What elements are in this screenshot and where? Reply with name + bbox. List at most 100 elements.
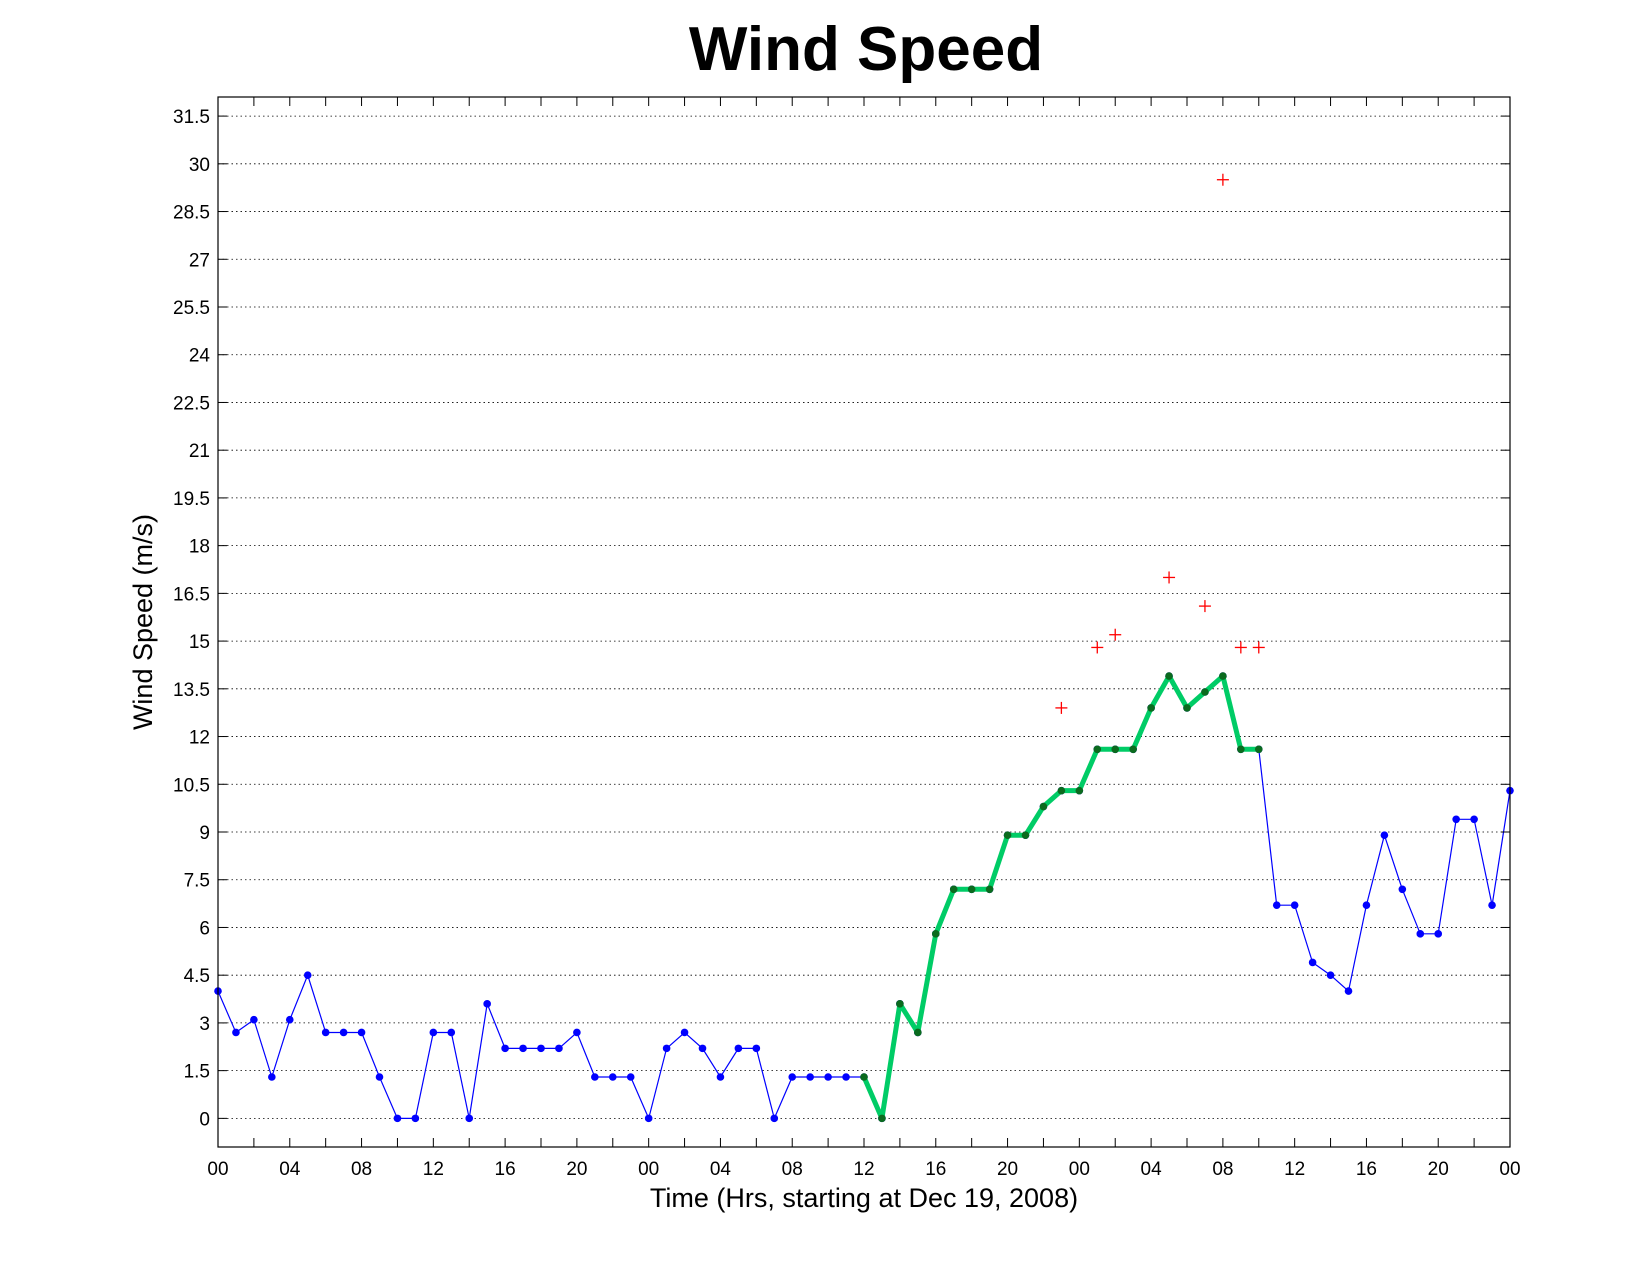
data-point-green [1093, 745, 1102, 754]
data-point-blue [573, 1028, 581, 1037]
y-tick-label: 9 [199, 823, 210, 844]
data-point-blue [1470, 815, 1478, 824]
data-point-blue [662, 1044, 671, 1053]
data-point-blue [806, 1073, 814, 1081]
data-point-green [1039, 802, 1048, 811]
x-tick-label: 00 [207, 1159, 228, 1180]
x-tick-label: 00 [1069, 1159, 1090, 1180]
data-point-blue [680, 1028, 689, 1037]
plot-frame [217, 96, 1511, 1148]
data-point-green [1219, 672, 1227, 680]
data-point-blue [1380, 831, 1389, 839]
data-point-blue [429, 1028, 438, 1037]
series-layer [214, 173, 1514, 1123]
data-point-red-plus [1163, 571, 1176, 584]
data-point-green [1183, 704, 1191, 712]
y-tick-label: 10.5 [173, 775, 210, 796]
data-point-green [1057, 786, 1066, 795]
data-point-blue [752, 1044, 761, 1053]
data-point-red-plus [1216, 173, 1229, 186]
x-tick-label: 20 [997, 1159, 1018, 1180]
data-point-blue [1326, 971, 1335, 979]
data-point-blue [447, 1028, 456, 1037]
data-point-green [985, 885, 994, 894]
data-point-blue [1290, 901, 1299, 909]
x-tick-label: 20 [566, 1159, 587, 1180]
data-point-blue [608, 1073, 617, 1081]
chart-title: Wind Speed [689, 15, 1043, 84]
data-point-blue [1272, 901, 1281, 909]
y-tick-label: 19.5 [173, 489, 210, 510]
data-point-green [878, 1114, 886, 1123]
data-point-blue [537, 1044, 545, 1053]
data-point-red-plus [1234, 641, 1247, 654]
data-point-green [1111, 745, 1120, 754]
data-point-blue [1416, 930, 1425, 938]
x-tick-label: 08 [782, 1159, 803, 1180]
data-point-blue [321, 1028, 330, 1037]
data-point-green [1003, 831, 1012, 839]
data-point-blue [303, 971, 312, 979]
x-tick-label: 16 [925, 1159, 946, 1180]
data-point-blue [555, 1044, 563, 1053]
data-point-green [860, 1073, 868, 1081]
data-point-green [1201, 688, 1209, 696]
data-point-blue [824, 1073, 832, 1081]
y-tick-label: 25.5 [173, 298, 210, 319]
data-point-blue [698, 1044, 707, 1053]
data-point-red-plus [1198, 600, 1211, 613]
data-point-blue [519, 1044, 527, 1053]
y-tick-label: 15 [189, 632, 210, 653]
data-point-blue [465, 1114, 474, 1123]
data-point-blue [357, 1028, 366, 1037]
y-tick-label: 3 [199, 1014, 210, 1035]
data-point-blue [393, 1114, 402, 1123]
y-tick-label: 27 [189, 250, 210, 271]
data-point-blue [842, 1073, 850, 1081]
x-axis-label: Time (Hrs, starting at Dec 19, 2008) [650, 1183, 1078, 1213]
y-tick-label: 1.5 [184, 1062, 210, 1083]
data-point-green [1165, 672, 1173, 680]
y-tick-label: 16.5 [173, 584, 210, 605]
x-tick-label: 12 [853, 1159, 874, 1180]
y-tick-label: 13.5 [173, 680, 210, 701]
data-point-blue [1308, 958, 1317, 967]
x-tick-label: 08 [1212, 1159, 1233, 1180]
x-tick-label: 08 [351, 1159, 372, 1180]
data-point-blue [644, 1114, 653, 1123]
data-point-red-plus [1252, 641, 1265, 654]
data-point-blue [232, 1028, 240, 1037]
gridlines [218, 115, 1510, 1119]
data-point-blue [339, 1028, 348, 1037]
data-point-blue [1362, 901, 1371, 909]
data-point-blue [268, 1073, 276, 1081]
data-point-blue [375, 1073, 384, 1081]
data-point-green [1254, 745, 1263, 754]
data-point-blue [1488, 901, 1496, 909]
data-point-blue [1344, 987, 1353, 995]
x-tick-label: 12 [423, 1159, 444, 1180]
x-tick-label: 04 [1141, 1159, 1163, 1180]
x-tick-label: 00 [638, 1159, 659, 1180]
y-tick-label: 0 [199, 1109, 210, 1130]
y-tick-label: 30 [189, 155, 210, 176]
data-point-red-plus [1091, 641, 1104, 654]
y-tick-label: 31.5 [173, 107, 210, 128]
y-tick-label: 6 [199, 918, 210, 939]
series-line-green [861, 673, 1259, 1121]
y-tick-label: 12 [189, 728, 210, 749]
x-tick-label: 12 [1284, 1159, 1305, 1180]
data-point-green [967, 885, 976, 894]
data-point-green [949, 885, 958, 894]
series-line-blue [217, 674, 1511, 1121]
data-point-green [896, 1000, 904, 1008]
data-point-red-plus [1109, 628, 1122, 641]
x-tick-label: 04 [710, 1159, 732, 1180]
data-point-blue [411, 1114, 420, 1123]
data-point-blue [483, 1000, 491, 1008]
y-tick-label: 22.5 [173, 393, 210, 414]
data-point-green [1075, 786, 1084, 795]
data-point-blue [285, 1015, 294, 1024]
data-point-blue [626, 1073, 635, 1081]
x-tick-label: 00 [1499, 1159, 1520, 1180]
